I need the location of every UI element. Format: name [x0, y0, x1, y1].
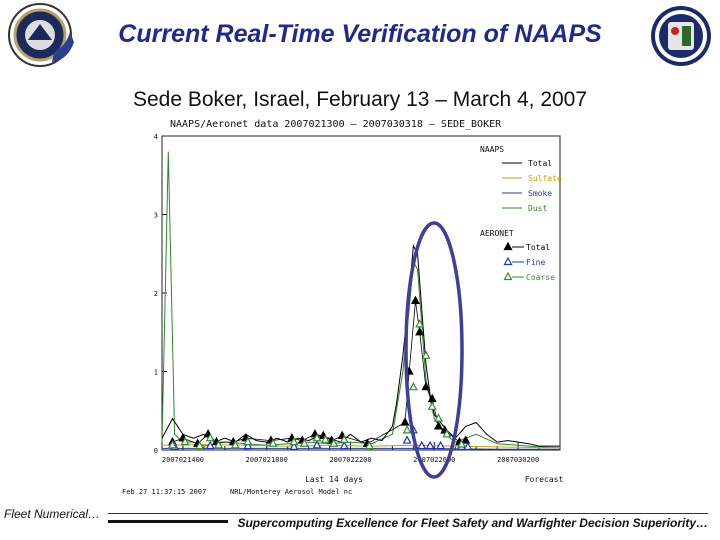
- aeronet-total-point: [434, 421, 444, 430]
- naaps-total-line: [161, 244, 560, 447]
- chart-title: NAAPS/Aeronet data 2007021300 – 20070303…: [170, 119, 502, 130]
- x-tick-label: 2007022200: [329, 456, 371, 464]
- aeronet-total-point: [427, 393, 437, 403]
- aeronet-coarse-point: [329, 438, 339, 447]
- aeronet-total-point: [410, 295, 420, 304]
- chart-legend: NAAPS Total Sulfate Smoke Dust AERONET Total Fi…: [480, 145, 562, 282]
- aeronet-fine-point: [312, 440, 322, 449]
- footer-accent-bar: [108, 520, 228, 523]
- x-tick-label: 2007021400: [162, 456, 204, 464]
- aeronet-fine-point: [289, 441, 299, 450]
- aeronet-coarse-point: [408, 381, 418, 391]
- x-tick-label: 2007022600: [413, 456, 455, 464]
- aeronet-total-point: [461, 435, 471, 444]
- naval-research-lab-logo: [651, 6, 711, 66]
- legend-aeronet-coarse: Coarse: [526, 273, 555, 282]
- footer-divider: [108, 513, 708, 514]
- aeronet-fine-point: [417, 440, 427, 450]
- legend-aeronet-marker: [503, 241, 513, 251]
- aeronet-coarse-point: [415, 319, 425, 328]
- aeronet-total-point: [421, 381, 431, 391]
- event-highlight-ellipse: [404, 221, 464, 479]
- aeronet-coarse-point: [427, 401, 437, 410]
- y-tick-label: 2: [154, 290, 158, 298]
- chart-series: [161, 151, 561, 450]
- aeronet-coarse-point: [268, 438, 278, 447]
- y-tick-label: 3: [154, 212, 158, 220]
- slide-subtitle: Sede Boker, Israel, February 13 – March …: [132, 88, 588, 111]
- aeronet-coarse-point: [364, 440, 374, 450]
- aeronet-fine-point: [463, 441, 473, 450]
- y-tick-label: 4: [154, 133, 158, 141]
- x-tick-label: 2007030200: [497, 456, 539, 464]
- aeronet-coarse-point: [243, 436, 253, 446]
- aeronet-fine-point: [402, 435, 412, 444]
- aeronet-coarse-point: [312, 432, 322, 442]
- aeronet-coarse-point: [339, 434, 349, 443]
- aeronet-coarse-point: [205, 432, 215, 442]
- legend-aeronet-title: AERONET: [480, 229, 514, 238]
- aeronet-coarse-point: [434, 413, 444, 422]
- aeronet-coarse-point: [299, 438, 309, 447]
- legend-naaps-smoke: Smoke: [528, 189, 552, 198]
- aeronet-coarse-point: [421, 350, 431, 359]
- legend-aeronet-fine: Fine: [526, 258, 545, 267]
- slide-title: Current Real-Time Verification of NAAPS: [118, 20, 602, 48]
- aeronet-coarse-point: [214, 440, 224, 449]
- y-tick-label: 1: [154, 369, 158, 377]
- aeronet-coarse-point: [195, 440, 205, 450]
- aeronet-coarse-point: [457, 439, 467, 448]
- footer-left-text: Fleet Numerical…: [4, 507, 101, 521]
- aeronet-coarse-point: [289, 436, 299, 446]
- x-tick-label: 2007021800: [246, 456, 288, 464]
- aeronet-coarse-point: [167, 440, 177, 449]
- aeronet-fine-point: [243, 440, 253, 450]
- aeronet-fine-point: [339, 440, 349, 450]
- credit-label: NRL/Monterey Aerosol Model nc: [230, 488, 352, 496]
- aeronet-total-point: [415, 326, 425, 336]
- fnmoc-logo: [8, 3, 74, 67]
- footer-tagline: Supercomputing Excellence for Fleet Safe…: [237, 516, 708, 530]
- aeronet-coarse-point: [230, 440, 240, 449]
- aeronet-fine-point: [425, 440, 435, 450]
- x-axis-label: Last 14 days: [305, 475, 363, 484]
- forecast-label: Forecast: [525, 475, 564, 484]
- aeronet-fine-point: [436, 440, 446, 450]
- legend-naaps-title: NAAPS: [480, 145, 504, 154]
- aeronet-coarse-point: [320, 434, 330, 443]
- legend-aeronet-total: Total: [526, 243, 550, 252]
- aeronet-coarse-point: [180, 436, 190, 446]
- aeronet-fine-point: [205, 440, 215, 450]
- aeronet-coarse-point: [402, 425, 412, 434]
- legend-aeronet-marker: [503, 271, 513, 281]
- y-tick-label: 0: [154, 447, 158, 455]
- legend-naaps-dust: Dust: [528, 204, 547, 213]
- aeronet-coarse-point: [442, 429, 452, 438]
- legend-naaps-sulfate: Sulfate: [528, 174, 562, 183]
- naaps-aeronet-chart: NAAPS/Aeronet data 2007021300 – 20070303…: [112, 112, 608, 500]
- timestamp-label: Feb 27 11:37:15 2007: [122, 488, 206, 496]
- legend-naaps-total: Total: [528, 159, 552, 168]
- aeronet-total-point: [400, 417, 410, 426]
- legend-aeronet-marker: [503, 256, 513, 266]
